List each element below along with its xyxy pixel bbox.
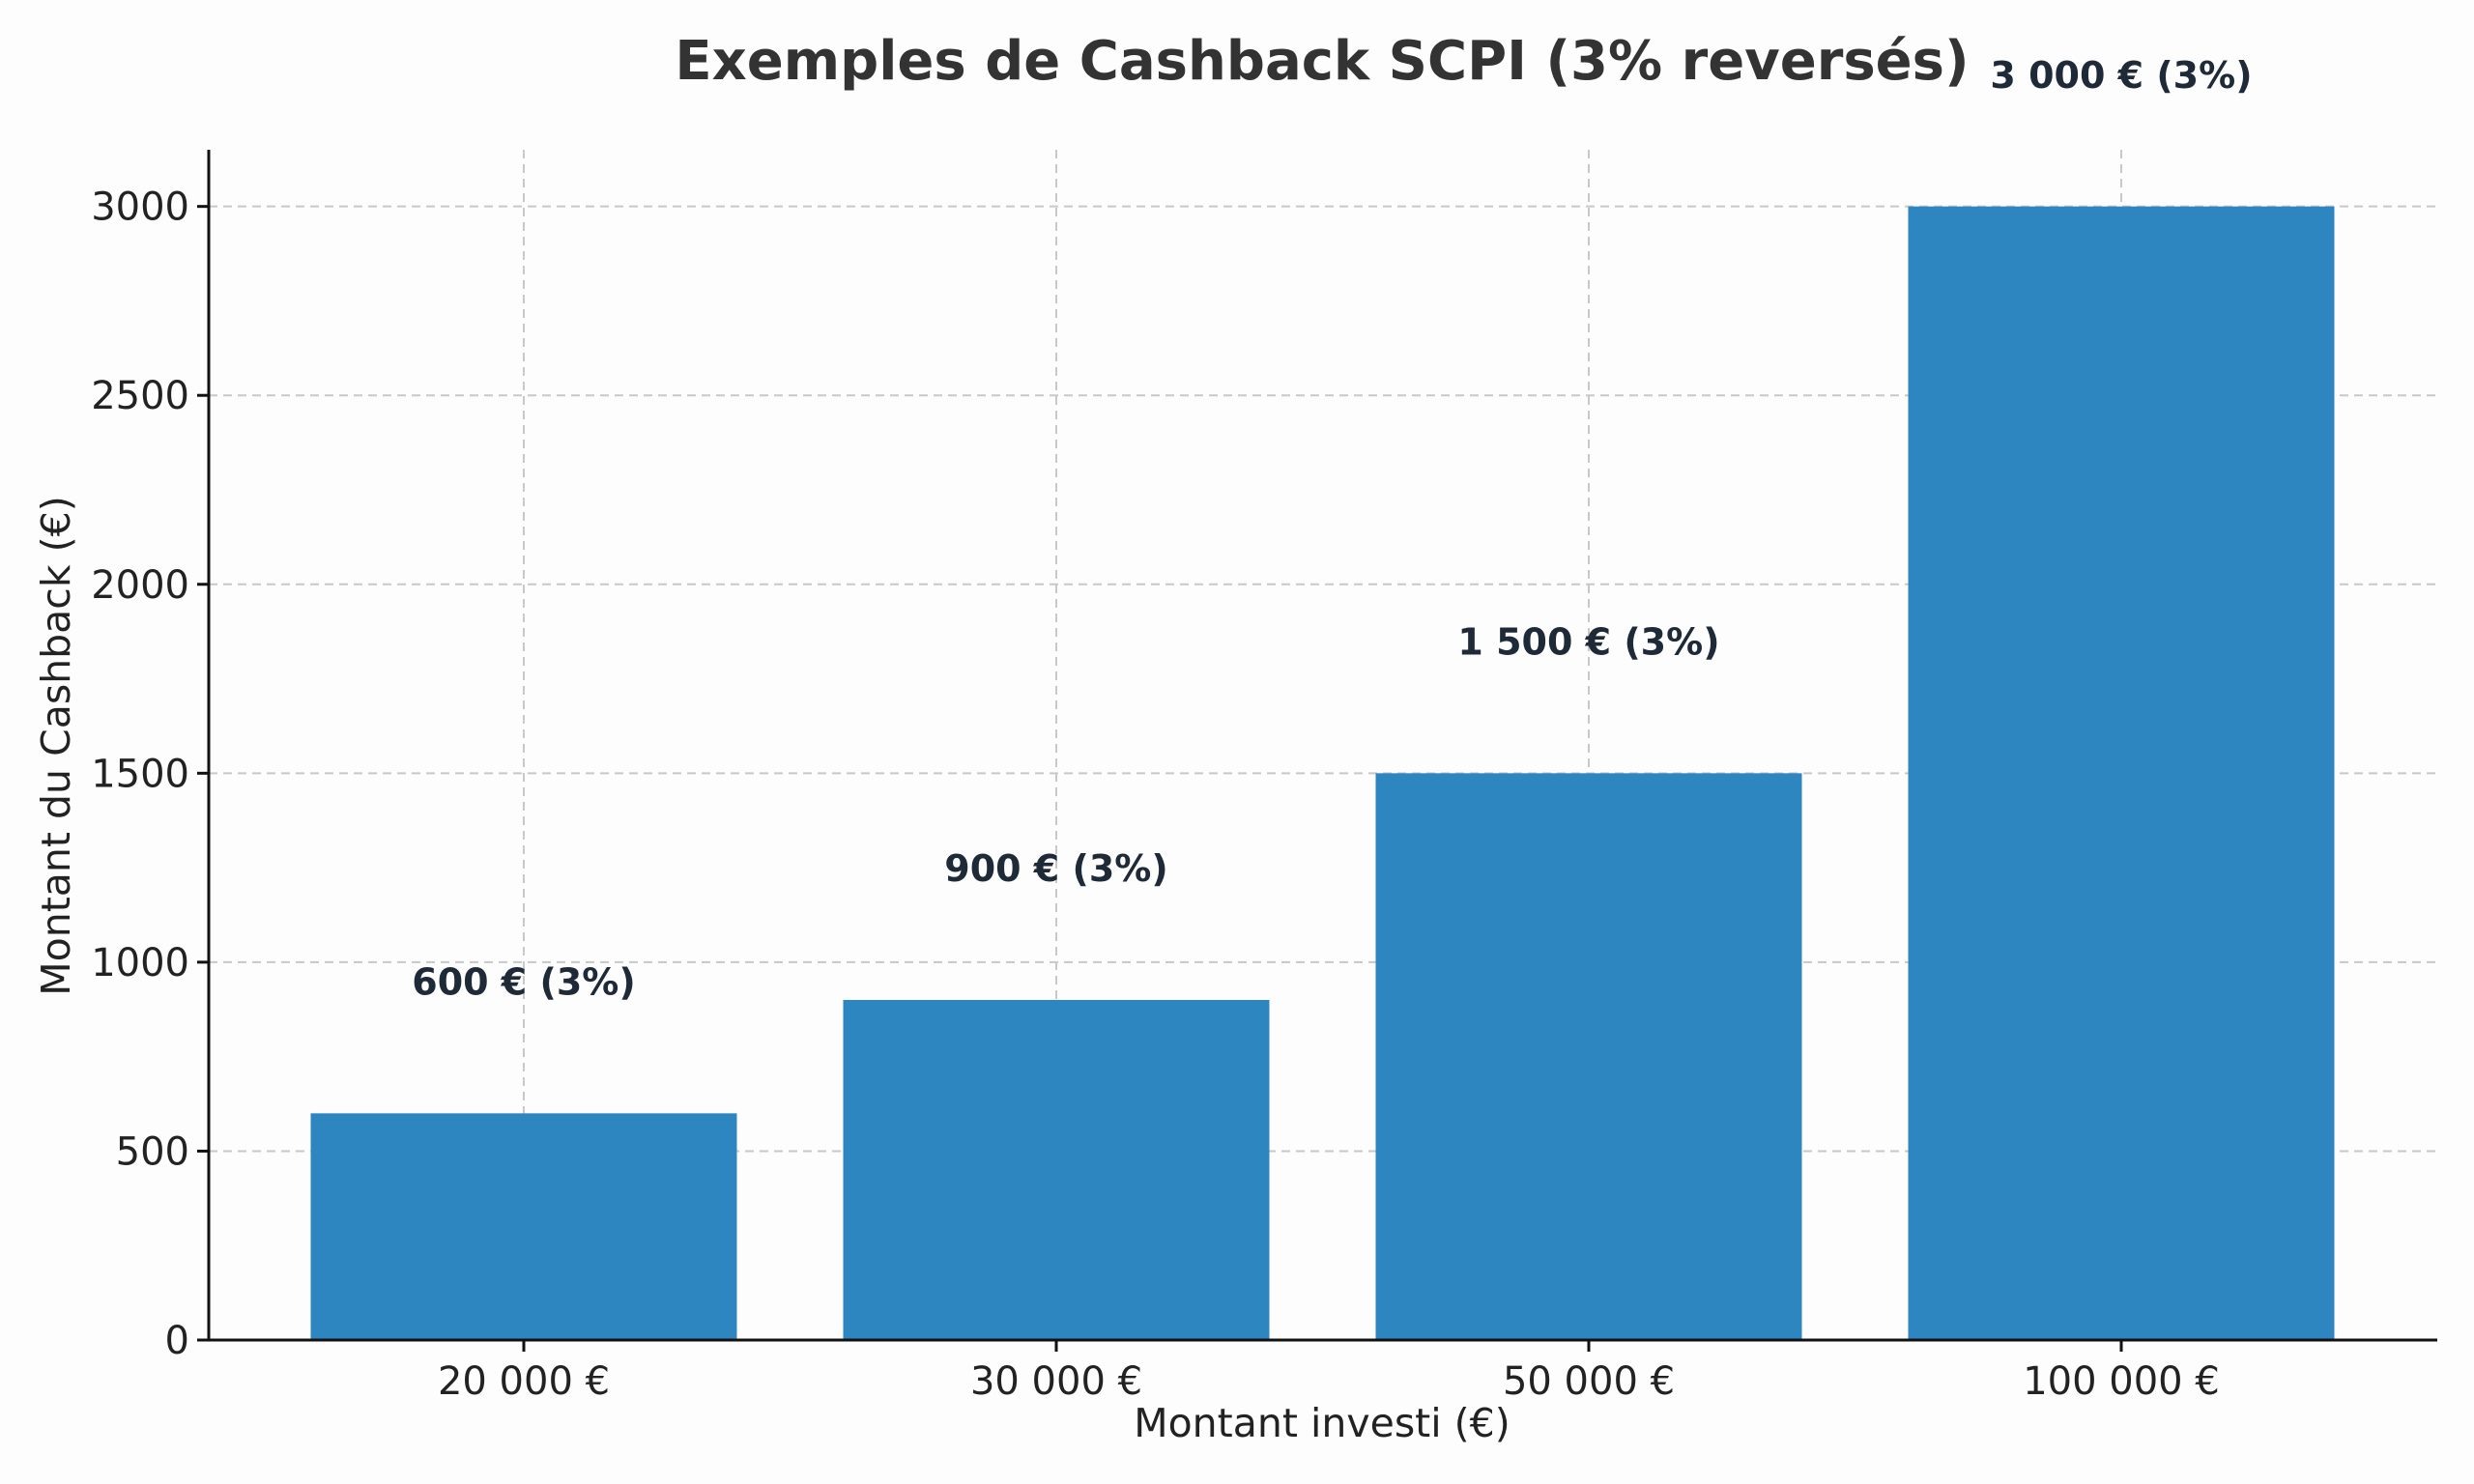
y-tick-label: 2500: [91, 374, 189, 418]
y-tick-label: 1000: [91, 941, 189, 985]
y-tick-label: 500: [116, 1129, 189, 1174]
bar: [1908, 206, 2335, 1341]
axes: [197, 150, 2437, 1352]
tick-labels: 0 500 1000 1500 2000 2500 3000 20 000 € 30 000 €…: [91, 186, 2220, 1404]
bars: [310, 206, 2335, 1341]
x-tick-label: 20 000 €: [438, 1359, 610, 1404]
x-tick-label: 50 000 €: [1503, 1359, 1675, 1404]
y-tick-label: 1500: [91, 752, 189, 796]
data-labels: 600 € (3%) 900 € (3%) 1 500 € (3%) 3 000 € …: [412, 54, 2252, 1004]
x-tick-label: 30 000 €: [970, 1359, 1142, 1404]
bar-data-label: 1 500 € (3%): [1457, 620, 1719, 663]
bar-data-label: 3 000 € (3%): [1990, 54, 2252, 97]
bar: [1375, 773, 1802, 1340]
bar-data-label: 900 € (3%): [944, 847, 1167, 890]
y-axis-label: Montant du Cashback (€): [33, 496, 79, 995]
x-tick-label: 100 000 €: [2023, 1359, 2220, 1404]
y-tick-label: 0: [165, 1319, 189, 1363]
x-axis-label: Montant investi (€): [1134, 1400, 1510, 1446]
bar: [310, 1113, 737, 1340]
chart-title: Exemples de Cashback SCPI (3% reversés): [675, 30, 1969, 93]
bar: [843, 1000, 1270, 1340]
bar-data-label: 600 € (3%): [412, 960, 635, 1003]
y-tick-label: 2000: [91, 563, 189, 608]
y-tick-label: 3000: [91, 186, 189, 230]
